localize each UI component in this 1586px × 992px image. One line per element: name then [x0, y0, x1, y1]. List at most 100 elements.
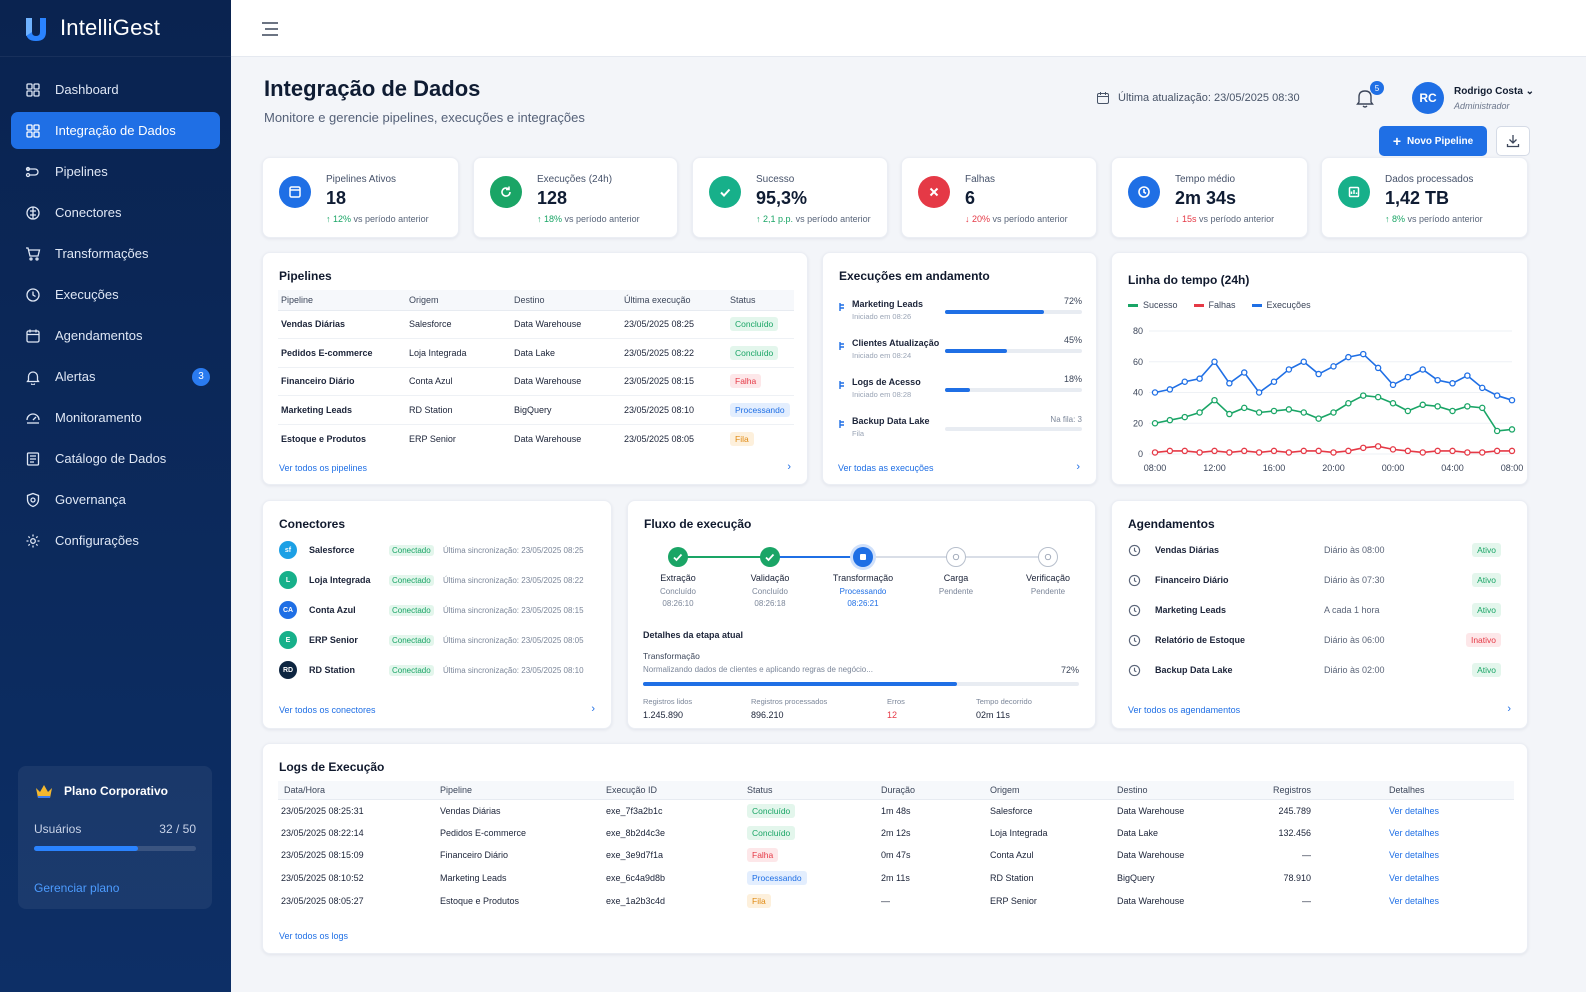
data-point[interactable] — [1508, 447, 1516, 455]
data-point[interactable] — [1211, 358, 1218, 366]
data-point[interactable] — [1255, 449, 1263, 456]
sidebar-item-monitoramento[interactable]: Monitoramento — [11, 399, 220, 436]
data-point[interactable] — [1359, 444, 1367, 452]
sidebar-item-governanca[interactable]: Governança — [11, 481, 220, 518]
table-row[interactable]: Pedidos E-commerce Loja Integrada Data Lak… — [278, 338, 794, 368]
flow-step[interactable]: Carga Pendente — [921, 547, 991, 599]
user-menu[interactable]: RC Rodrigo Costa ⌄ Administrador — [1412, 82, 1534, 114]
data-point[interactable] — [1166, 447, 1174, 455]
flow-step[interactable]: Transformação Processando 08:26:21 — [828, 547, 898, 608]
flow-step[interactable]: Validação Concluído 08:26:18 — [735, 547, 805, 608]
data-point[interactable] — [1196, 375, 1203, 382]
sidebar-item-transformacoes[interactable]: Transformações — [11, 235, 220, 272]
table-row[interactable]: 23/05/2025 08:25:31 Vendas Diárias exe_7f3… — [278, 799, 1514, 822]
list-item[interactable]: L Loja Integrada Conectado Última sincroniz… — [279, 569, 595, 591]
list-item[interactable]: CA Conta Azul Conectado Última sincronizaçã… — [279, 599, 595, 621]
view-details-link[interactable]: Ver detalhes — [1389, 873, 1440, 884]
column-header[interactable]: Registros — [1270, 781, 1387, 800]
data-point[interactable] — [1270, 407, 1278, 415]
column-header[interactable]: Destino — [1115, 781, 1270, 800]
data-point[interactable] — [1389, 446, 1397, 453]
view-all-pipelines-link[interactable]: Ver todos os pipelines — [279, 463, 368, 473]
data-point[interactable] — [1419, 366, 1426, 373]
data-point[interactable] — [1478, 449, 1486, 456]
legend-item[interactable]: Falhas — [1193, 300, 1236, 310]
view-all-logs-link[interactable]: Ver todos os logs — [279, 931, 349, 941]
data-point[interactable] — [1493, 427, 1501, 435]
column-header[interactable]: Detalhes — [1387, 781, 1514, 800]
view-details-link[interactable]: Ver detalhes — [1389, 895, 1440, 906]
data-point[interactable] — [1404, 373, 1412, 381]
data-point[interactable] — [1359, 350, 1367, 358]
data-point[interactable] — [1434, 403, 1441, 410]
data-point[interactable] — [1374, 364, 1382, 372]
chevron-right-icon[interactable]: › — [591, 703, 595, 715]
view-all-schedules-link[interactable]: Ver todos os agendamentos — [1128, 705, 1241, 715]
data-point[interactable] — [1285, 366, 1293, 373]
table-row[interactable]: Vendas Diárias Salesforce Data Warehouse 23… — [278, 310, 794, 339]
data-point[interactable] — [1300, 358, 1307, 366]
data-point[interactable] — [1478, 384, 1486, 392]
data-point[interactable] — [1389, 381, 1397, 389]
sidebar-item-catalogo-de-dados[interactable]: Catálogo de Dados — [11, 440, 220, 477]
data-point[interactable] — [1196, 409, 1203, 416]
data-point[interactable] — [1315, 447, 1322, 455]
data-point[interactable] — [1374, 443, 1382, 450]
table-row[interactable]: Estoque e Produtos ERP Senior Data Warehou… — [278, 424, 794, 453]
data-point[interactable] — [1240, 447, 1248, 455]
data-point[interactable] — [1315, 415, 1322, 422]
list-item[interactable]: Backup Data Lake Diário às 02:00 Ativo — [1128, 660, 1511, 680]
chevron-right-icon[interactable]: › — [1076, 461, 1080, 473]
data-point[interactable] — [1255, 409, 1263, 416]
column-header[interactable]: Status — [727, 290, 794, 311]
list-item[interactable]: Marketing Leads Iniciado em 08:26 72% — [837, 296, 1082, 335]
data-point[interactable] — [1464, 372, 1471, 379]
view-details-link[interactable]: Ver detalhes — [1389, 827, 1440, 838]
column-header[interactable]: Data/Hora — [278, 781, 438, 800]
data-point[interactable] — [1270, 447, 1278, 455]
data-point[interactable] — [1226, 380, 1233, 387]
app-logo[interactable]: IntelliGest — [0, 0, 231, 57]
sidebar-item-alertas[interactable]: Alertas 3 — [11, 358, 220, 395]
data-point[interactable] — [1345, 353, 1352, 361]
column-header[interactable]: Execução ID — [604, 781, 745, 800]
sidebar-item-pipelines[interactable]: Pipelines — [11, 153, 220, 190]
data-point[interactable] — [1181, 447, 1189, 455]
column-header[interactable]: Pipeline — [278, 290, 406, 311]
view-details-link[interactable]: Ver detalhes — [1389, 805, 1440, 816]
data-point[interactable] — [1255, 389, 1263, 396]
data-point[interactable] — [1330, 409, 1337, 416]
data-point[interactable] — [1151, 389, 1159, 396]
new-pipeline-button[interactable]: + Novo Pipeline — [1379, 126, 1487, 156]
list-item[interactable]: Vendas Diárias Diário às 08:00 Ativo — [1128, 540, 1511, 560]
sidebar-item-dashboard[interactable]: Dashboard — [11, 71, 220, 108]
manage-plan-link[interactable]: Gerenciar plano — [34, 881, 120, 895]
data-point[interactable] — [1374, 393, 1382, 401]
table-row[interactable]: 23/05/2025 08:05:27 Estoque e Produtos exe… — [278, 889, 1514, 912]
data-point[interactable] — [1196, 449, 1203, 456]
data-point[interactable] — [1181, 413, 1189, 421]
data-point[interactable] — [1240, 369, 1248, 376]
data-point[interactable] — [1389, 400, 1397, 407]
table-row[interactable]: 23/05/2025 08:10:52 Marketing Leads exe_6c… — [278, 867, 1514, 890]
sidebar-item-execucoes[interactable]: Execuções — [11, 276, 220, 313]
data-point[interactable] — [1300, 409, 1307, 416]
data-point[interactable] — [1493, 447, 1501, 455]
chevron-right-icon[interactable]: › — [787, 461, 791, 473]
list-item[interactable]: Backup Data Lake Fila Na fila: 3 — [837, 415, 1082, 452]
notifications-bell-icon[interactable] — [1356, 88, 1374, 108]
list-item[interactable]: E ERP Senior Conectado Última sincronização… — [279, 629, 595, 651]
list-item[interactable]: Marketing Leads A cada 1 hora Ativo — [1128, 600, 1511, 620]
data-point[interactable] — [1404, 447, 1412, 455]
data-point[interactable] — [1493, 392, 1501, 399]
list-item[interactable]: RD RD Station Conectado Última sincronizaçã… — [279, 659, 595, 681]
table-row[interactable]: 23/05/2025 08:15:09 Financeiro Diário exe_… — [278, 844, 1514, 867]
data-point[interactable] — [1151, 419, 1159, 427]
flow-step[interactable]: Verificação Pendente — [1013, 547, 1083, 599]
list-item[interactable]: sf Salesforce Conectado Última sincronizaçã… — [279, 539, 595, 561]
column-header[interactable]: Origem — [988, 781, 1115, 800]
view-details-link[interactable]: Ver detalhes — [1389, 850, 1440, 861]
data-point[interactable] — [1151, 449, 1159, 456]
download-button[interactable] — [1496, 126, 1530, 156]
data-point[interactable] — [1508, 396, 1516, 404]
